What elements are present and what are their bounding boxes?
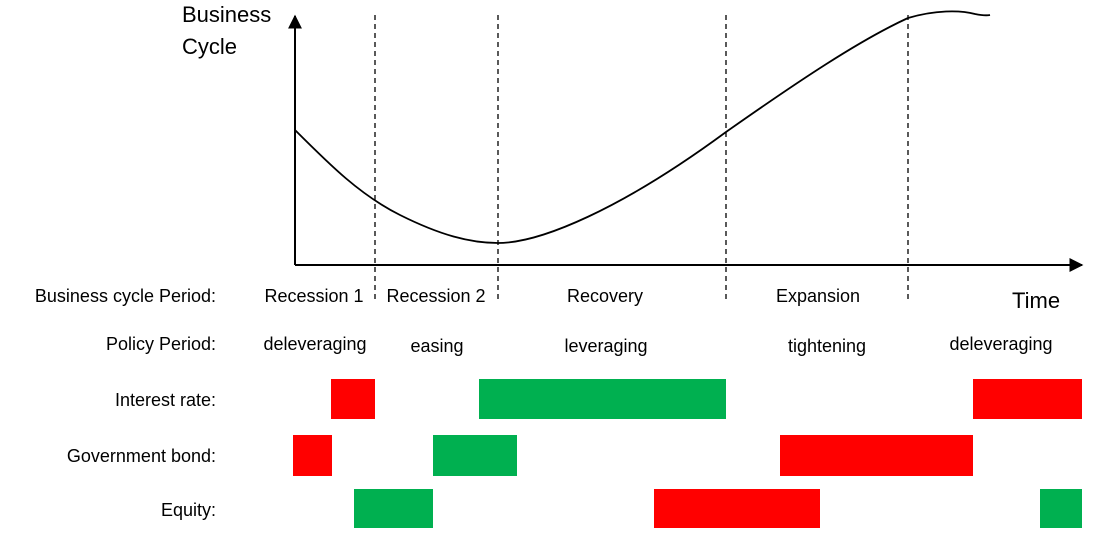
interest-rate-bar-green (479, 379, 726, 419)
row-label-business-cycle: Business cycle Period: (35, 286, 216, 306)
government-bond-bar-red-2 (780, 435, 973, 476)
equity-bar-green-2 (1040, 489, 1082, 528)
policy-period-deleveraging-1: deleveraging (263, 334, 366, 354)
cycle-period-recession-1: Recession 1 (264, 286, 363, 306)
row-label-government-bond: Government bond: (67, 446, 216, 466)
government-bond-bar-red-1 (293, 435, 332, 476)
cycle-period-recession-2: Recession 2 (386, 286, 485, 306)
y-axis-label-line-1: Business (182, 2, 271, 27)
equity-bar-green-1 (354, 489, 433, 528)
interest-rate-bar-red-1 (331, 379, 375, 419)
equity-bar-red (654, 489, 820, 528)
y-axis-label-line-2: Cycle (182, 34, 237, 59)
policy-period-deleveraging-2: deleveraging (949, 334, 1052, 354)
row-label-policy: Policy Period: (106, 334, 216, 354)
interest-rate-bar-red-2 (973, 379, 1082, 419)
policy-period-easing: easing (410, 336, 463, 356)
cycle-period-expansion: Expansion (776, 286, 860, 306)
x-axis-label: Time (1012, 288, 1060, 313)
government-bond-bar-green (433, 435, 517, 476)
cycle-period-recovery: Recovery (567, 286, 643, 306)
policy-period-tightening: tightening (788, 336, 866, 356)
business-cycle-curve (294, 10, 991, 244)
row-label-equity: Equity: (161, 500, 216, 520)
row-label-interest-rate: Interest rate: (115, 390, 216, 410)
policy-period-leveraging: leveraging (564, 336, 647, 356)
